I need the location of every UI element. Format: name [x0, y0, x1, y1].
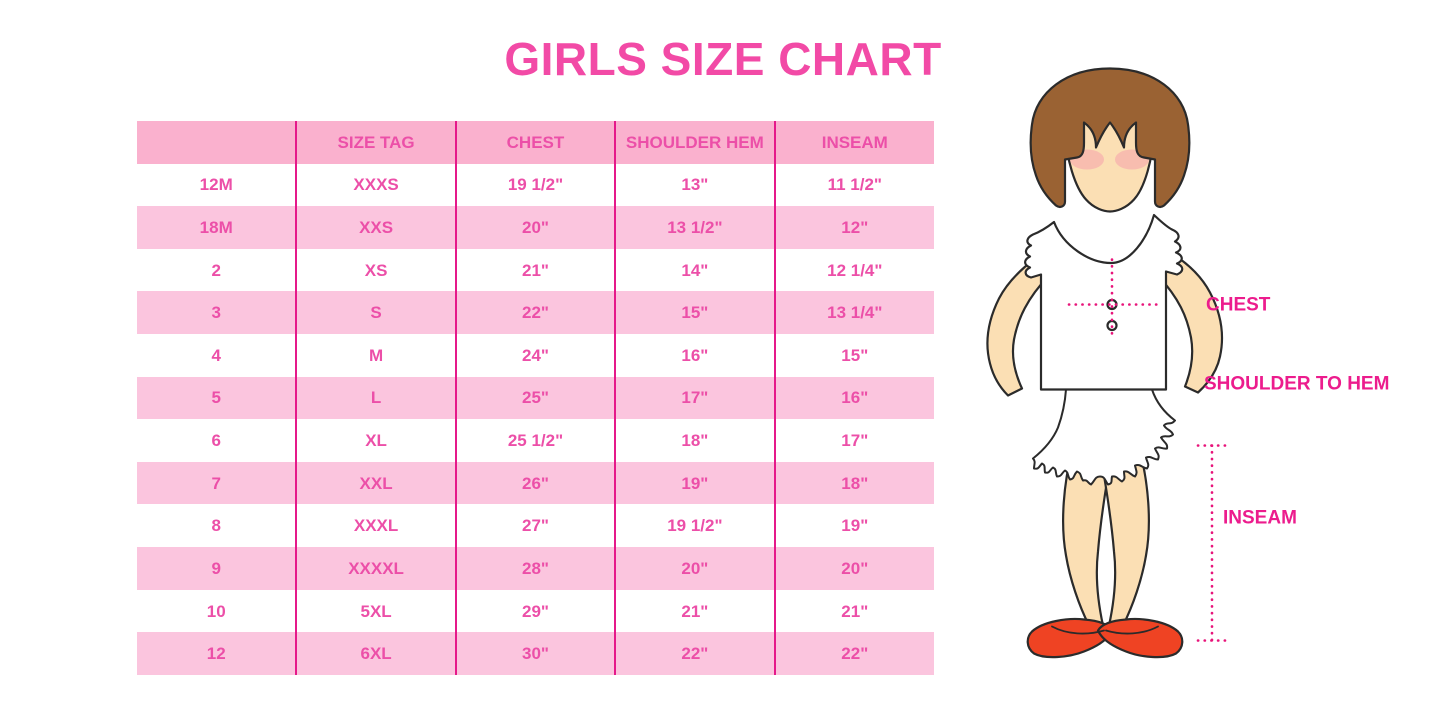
svg-text:CHEST: CHEST — [1206, 295, 1271, 316]
svg-text:INSEAM: INSEAM — [1223, 508, 1297, 529]
svg-text:SHOULDER TO HEM: SHOULDER TO HEM — [1204, 374, 1389, 395]
